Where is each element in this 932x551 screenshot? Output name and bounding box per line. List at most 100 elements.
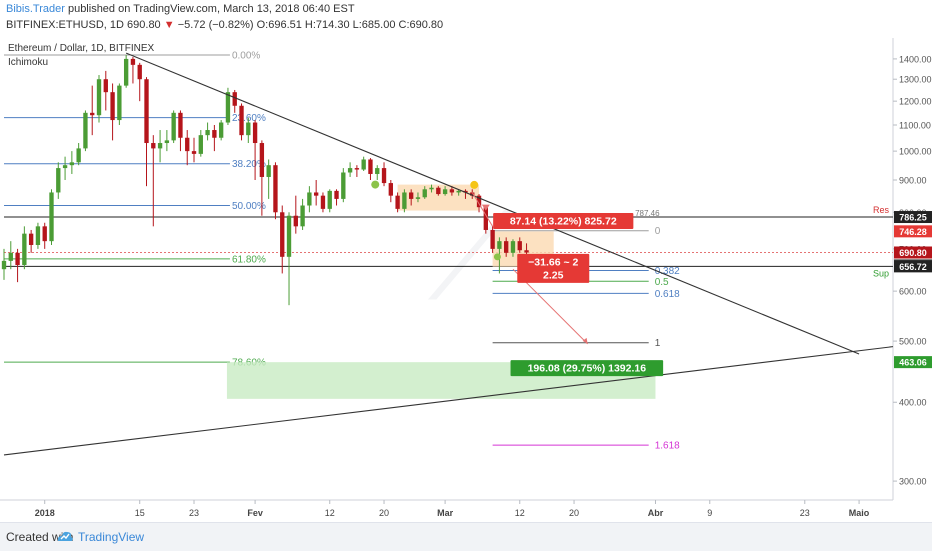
x-tick-label: 23 — [800, 508, 810, 518]
candle-body — [524, 250, 529, 253]
candle-body — [69, 162, 75, 166]
projection-level-label: 0.618 — [655, 289, 680, 300]
x-tick-label: Abr — [648, 508, 664, 518]
support-label: Sup — [873, 268, 889, 278]
candle-body — [354, 168, 360, 170]
footer-bar: Created with TradingView — [0, 522, 932, 551]
price-tag — [894, 356, 932, 369]
x-tick-label: 20 — [379, 508, 389, 518]
candle-body — [49, 192, 54, 242]
measure-target-label-text: 196.08 (29.75%) 1392.16 — [528, 363, 647, 375]
candle-body — [198, 135, 203, 154]
candle-body — [381, 168, 387, 184]
candle-body — [1, 260, 7, 270]
candle-body — [409, 192, 414, 199]
candle-body — [178, 112, 183, 138]
candle-body — [307, 192, 312, 206]
resistance-label: Res — [873, 205, 890, 215]
measure-down-label-box — [517, 253, 590, 283]
y-tick-label: 600.00 — [899, 287, 927, 297]
y-tick-label: 1400.00 — [899, 54, 932, 64]
candle-body — [293, 215, 298, 227]
ohlc-values: O:696.51 H:714.30 L:685.00 C:690.80 — [256, 19, 444, 31]
candle-body — [151, 143, 156, 149]
candle-body — [442, 189, 448, 195]
fib-level-label: 61.80% — [232, 254, 266, 265]
candle-body — [266, 165, 271, 177]
candle-body — [436, 187, 441, 195]
candle-body — [144, 79, 149, 144]
fib-level-label: 0.00% — [232, 51, 260, 62]
symbol-line: BITFINEX:ETHUSD, 1D 690.80 ▼ −5.72 (−0.8… — [6, 19, 443, 31]
published-text: published on TradingView.com, March 13, … — [67, 3, 355, 15]
y-tick-label: 900.00 — [899, 175, 927, 185]
candle-body — [96, 79, 102, 116]
x-tick-label: 12 — [515, 508, 525, 518]
measure-up-label-text: 87.14 (13.22%) 825.72 — [510, 215, 617, 227]
indicator-label: Ichimoku — [8, 57, 48, 68]
y-tick-label: 1200.00 — [899, 97, 932, 107]
price-change: −5.72 (−0.82%) — [177, 19, 254, 31]
candle-body — [402, 192, 407, 209]
y-tick-label: 1300.00 — [899, 75, 932, 85]
candle-body — [361, 159, 366, 170]
chart-header: Bibis.Trader published on TradingView.co… — [0, 0, 932, 36]
price-tag — [894, 211, 932, 224]
candle-body — [62, 165, 68, 169]
candle-body — [497, 241, 502, 249]
tradingview-logo-icon[interactable] — [56, 528, 74, 544]
fib-level-label: 23.60% — [232, 113, 266, 124]
candle-body — [415, 197, 421, 199]
measure-down-label-text: −31.66 ~ 2 — [528, 256, 578, 268]
candle-body — [347, 168, 353, 173]
candle-body — [449, 189, 455, 193]
candle-body — [110, 92, 115, 121]
down-arrow-icon: ▼ — [163, 19, 175, 31]
y-tick-label: 300.00 — [899, 477, 927, 487]
down-marker-icon — [481, 204, 490, 211]
y-tick-label: 1000.00 — [899, 147, 932, 157]
measure-target-label-box — [510, 360, 664, 377]
measure-up-label-box — [493, 212, 634, 229]
candle-body — [218, 122, 224, 138]
candle-body — [490, 229, 495, 249]
price-tag — [894, 260, 932, 273]
candle-body — [76, 148, 81, 163]
candle-body — [313, 192, 319, 196]
candle-body — [164, 140, 170, 144]
candle-body — [517, 241, 522, 251]
last-price: 690.80 — [127, 19, 161, 31]
candle-body — [83, 112, 88, 149]
measure-down-label-text: 2.25 — [543, 269, 564, 281]
candle-body — [157, 143, 163, 149]
candle-body — [42, 226, 47, 242]
candle-body — [334, 190, 339, 199]
candle-body — [225, 92, 231, 123]
projection-level-label: 1.618 — [655, 441, 680, 452]
tradingview-brand[interactable]: TradingView — [78, 530, 145, 544]
price-tag — [894, 246, 932, 259]
resistance-small-label: 787.46 — [635, 209, 660, 218]
candle-body — [510, 241, 516, 253]
price-tag-label: 690.80 — [899, 248, 927, 258]
candle-body — [90, 112, 95, 116]
green-signal-dot-icon — [493, 253, 501, 261]
candle-body — [429, 187, 434, 190]
x-tick-label: 12 — [325, 508, 335, 518]
candle-body — [463, 190, 468, 193]
candle-body — [273, 165, 278, 213]
candle-body — [137, 64, 142, 80]
x-tick-label: 2018 — [35, 508, 55, 518]
candle-body — [117, 85, 122, 121]
price-chart[interactable]: ⟋300.00400.00500.00600.00700.00800.00900… — [0, 38, 932, 522]
author-link[interactable]: Bibis.Trader — [6, 3, 65, 15]
price-tag-label: 656.72 — [899, 262, 927, 272]
candle-body — [232, 92, 237, 106]
projection-level-label: 1 — [655, 338, 661, 349]
candle-body — [327, 190, 332, 209]
y-tick-label: 1100.00 — [899, 121, 931, 131]
candle-body — [470, 192, 475, 196]
candle-body — [171, 112, 176, 141]
candle-body — [259, 143, 265, 177]
candle-body — [252, 122, 258, 144]
